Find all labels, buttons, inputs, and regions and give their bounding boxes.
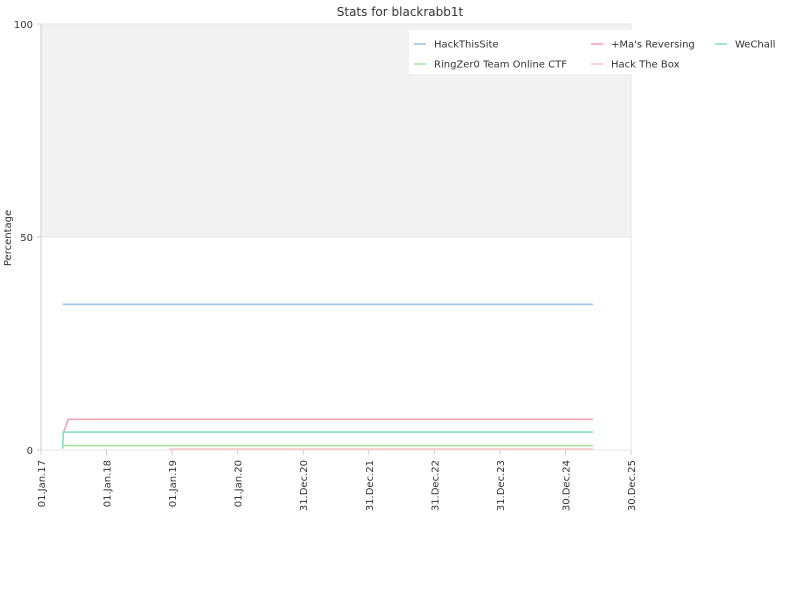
y-tick-label: 100 bbox=[14, 20, 33, 31]
x-tick-label: 30.Dec.24 bbox=[561, 460, 572, 511]
y-tick-label: 50 bbox=[20, 233, 33, 244]
x-tick-label: 31.Dec.20 bbox=[299, 460, 310, 511]
x-tick-label: 01.Jan.17 bbox=[37, 460, 48, 507]
x-tick-label: 31.Dec.21 bbox=[365, 460, 376, 511]
x-tick-label: 30.Dec.25 bbox=[627, 460, 638, 511]
series-line bbox=[61, 444, 593, 449]
legend-label[interactable]: WeChall bbox=[735, 40, 775, 51]
x-tick-label: 01.Jan.19 bbox=[168, 460, 179, 507]
series-lines bbox=[61, 303, 593, 450]
legend-background bbox=[409, 30, 789, 74]
legend-label[interactable]: RingZer0 Team Online CTF bbox=[434, 60, 567, 71]
chart-title: Stats for blackrabb1t bbox=[337, 5, 464, 19]
y-axis-ticks: 0 50 100 bbox=[14, 20, 41, 457]
legend-label[interactable]: +Ma's Reversing bbox=[611, 40, 695, 51]
x-tick-label: 31.Dec.23 bbox=[496, 460, 507, 511]
grid-lines bbox=[41, 23, 631, 451]
x-tick-label: 31.Dec.22 bbox=[430, 460, 441, 511]
y-axis-label: Percentage bbox=[3, 210, 14, 266]
x-axis-ticks: 01.Jan.17 01.Jan.18 01.Jan.19 01.Jan.20 31.D… bbox=[37, 450, 638, 511]
series-line bbox=[61, 431, 593, 448]
legend: HackThisSite +Ma's Reversing WeChall RingZe… bbox=[409, 30, 789, 74]
legend-label[interactable]: Hack The Box bbox=[611, 60, 680, 71]
series-line bbox=[61, 418, 593, 436]
x-tick-label: 01.Jan.18 bbox=[103, 460, 114, 507]
y-tick-label: 0 bbox=[27, 446, 33, 457]
legend-label[interactable]: HackThisSite bbox=[434, 40, 499, 51]
x-tick-label: 01.Jan.20 bbox=[234, 460, 245, 507]
